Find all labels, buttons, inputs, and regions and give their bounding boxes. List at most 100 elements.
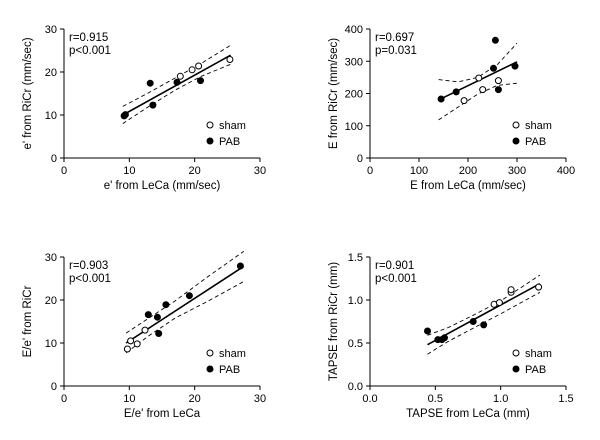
x-axis-label: e' from LeCa (mm/sec) — [104, 180, 221, 192]
x-tick-label: 30 — [254, 165, 266, 177]
sham-point — [188, 66, 196, 74]
confidence-band-upper — [427, 274, 541, 336]
pab-point — [236, 262, 244, 270]
y-tick-label: 100 — [345, 121, 363, 133]
p-value-label: p=0.031 — [375, 45, 417, 57]
y-tick-label: 400 — [345, 24, 363, 36]
confidence-band-lower — [427, 291, 541, 355]
confidence-band-upper — [125, 251, 244, 334]
chart-panel-TAPSE: 0.0 0.5 1.0 1.5 0.0 0.5 1.0 1.5 TAPSE from LeCa … — [328, 252, 574, 420]
x-tick-label: 0.0 — [362, 393, 377, 405]
correlation-label: r=0.697 — [375, 32, 414, 44]
y-axis-label: E/e' from RiCr — [22, 285, 34, 357]
x-axis-label: E from LeCa (mm/sec) — [410, 180, 526, 192]
legend-pab-marker — [206, 365, 214, 373]
x-tick-label: 100 — [410, 165, 428, 177]
y-tick-label: 300 — [345, 56, 363, 68]
sham-point — [195, 62, 203, 70]
y-axis-label: e' from RiCr (mm/sec) — [22, 37, 34, 149]
y-tick-label: 10 — [45, 338, 57, 350]
y-tick-label: 0 — [51, 381, 57, 393]
chart-panel-E_over_e_prime: 0 10 20 30 0 10 20 30 E/e' from LeCa E/e' from Ri… — [22, 251, 266, 420]
y-tick-label: 20 — [45, 295, 57, 307]
correlation-label: r=0.903 — [69, 260, 108, 272]
y-axis-label: E from RiCr (mm/sec) — [328, 38, 340, 149]
x-tick-label: 1.0 — [493, 393, 508, 405]
sham-point — [494, 77, 502, 85]
sham-point — [495, 299, 503, 307]
x-tick-label: 20 — [189, 165, 201, 177]
x-axis-label: E/e' from LeCa — [124, 408, 201, 420]
y-tick-label: 1.5 — [348, 252, 363, 264]
pab-point — [144, 311, 152, 319]
legend-pab-label: PAB — [525, 364, 546, 376]
sham-point — [127, 337, 135, 345]
pab-point — [511, 62, 519, 70]
confidence-band-upper — [122, 44, 231, 107]
legend-sham-marker — [206, 349, 214, 357]
regression-line — [427, 282, 541, 346]
pab-point — [437, 95, 445, 103]
y-tick-label: 30 — [45, 24, 57, 36]
x-tick-label: 10 — [123, 165, 135, 177]
y-tick-label: 0.0 — [348, 381, 363, 393]
legend-sham-marker — [512, 349, 520, 357]
x-tick-label: 0 — [61, 393, 67, 405]
pab-point — [452, 88, 460, 96]
pab-point — [197, 77, 204, 85]
pab-point — [155, 330, 163, 337]
confidence-band-lower — [438, 82, 518, 121]
p-value-label: p<0.001 — [375, 273, 417, 285]
sham-point — [535, 283, 543, 291]
legend-pab-label: PAB — [219, 136, 240, 148]
x-tick-label: 0 — [61, 165, 67, 177]
pab-point — [480, 321, 488, 329]
sham-point — [226, 56, 234, 63]
y-tick-label: 10 — [45, 110, 57, 122]
sham-point — [479, 86, 487, 94]
sham-point — [176, 72, 184, 80]
chart-panel-E_wave: 0 100 200 300 400 0 100 200 300 400 E from LeCa (m… — [328, 24, 575, 192]
x-tick-label: 400 — [557, 165, 575, 177]
sham-point — [141, 326, 149, 334]
pab-point — [121, 111, 129, 119]
sham-point — [123, 345, 131, 353]
pab-point — [153, 313, 161, 321]
x-tick-label: 300 — [508, 165, 526, 177]
pab-point — [185, 292, 193, 300]
legend-sham-marker — [206, 121, 214, 129]
pab-point — [162, 301, 170, 309]
pab-point — [146, 79, 154, 87]
chart-panel-e_prime: 0 10 20 30 0 10 20 30 e' from LeCa (mm/sec) e' fr… — [22, 24, 266, 192]
x-axis-label: TAPSE from LeCa (mm) — [406, 408, 530, 420]
confidence-band-upper — [438, 42, 518, 83]
pab-point — [149, 101, 157, 109]
x-tick-label: 20 — [189, 393, 201, 405]
legend-pab-label: PAB — [219, 364, 240, 376]
pab-point — [494, 86, 502, 94]
sham-point — [133, 340, 141, 348]
legend-pab-marker — [512, 137, 520, 145]
legend-pab-marker — [206, 137, 214, 145]
pab-point — [491, 36, 499, 44]
x-tick-label: 200 — [459, 165, 477, 177]
legend-sham-label: sham — [525, 120, 552, 132]
p-value-label: p<0.001 — [69, 273, 111, 285]
legend-pab-label: PAB — [525, 136, 546, 148]
sham-point — [507, 286, 515, 294]
y-tick-label: 30 — [45, 252, 57, 264]
p-value-label: p<0.001 — [69, 45, 111, 57]
pab-point — [173, 78, 181, 86]
legend-sham-label: sham — [525, 348, 552, 360]
y-tick-label: 0 — [51, 153, 57, 165]
y-axis-label: TAPSE from RiCr (mm) — [328, 262, 340, 381]
sham-point — [460, 97, 468, 105]
x-tick-label: 1.5 — [558, 393, 573, 405]
y-tick-label: 0.5 — [348, 338, 363, 350]
correlation-label: r=0.901 — [375, 260, 414, 272]
x-tick-label: 0 — [367, 165, 373, 177]
legend-sham-label: sham — [219, 120, 246, 132]
y-tick-label: 20 — [45, 67, 57, 79]
